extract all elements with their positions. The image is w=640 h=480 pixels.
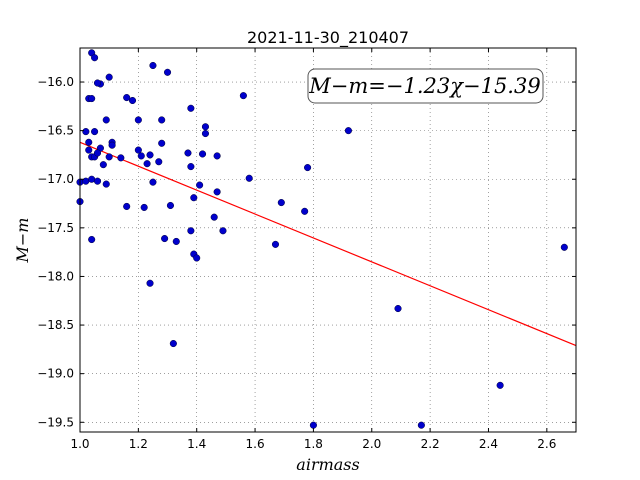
y-tick-label: −18.0 <box>37 269 74 283</box>
data-point <box>105 153 113 161</box>
data-point <box>105 73 113 81</box>
data-point <box>108 141 116 149</box>
data-point <box>166 201 174 210</box>
x-tick-label: 2.2 <box>421 437 440 451</box>
data-point <box>394 304 402 313</box>
data-point <box>184 149 192 157</box>
data-point <box>140 203 148 211</box>
data-point <box>123 94 131 102</box>
data-point <box>496 381 504 389</box>
data-point <box>560 243 568 251</box>
x-tick-label: 2.4 <box>479 437 498 451</box>
data-point <box>158 116 166 124</box>
data-point <box>201 129 210 138</box>
data-points <box>76 49 568 429</box>
data-point <box>102 180 110 188</box>
data-point <box>187 163 195 171</box>
y-axis-label: M−m <box>13 218 32 264</box>
x-tick-label: 2.0 <box>362 437 381 451</box>
data-point <box>190 194 198 202</box>
data-point <box>271 240 280 248</box>
data-point <box>91 128 99 136</box>
data-point <box>91 54 99 62</box>
data-point <box>149 178 157 186</box>
data-point <box>417 421 425 429</box>
data-point <box>163 68 172 76</box>
data-point <box>93 79 102 87</box>
fit-equation: M−m=−1.23χ−15.39 <box>308 74 540 98</box>
y-tick-label: −18.5 <box>37 318 74 332</box>
data-point <box>85 138 93 146</box>
data-point <box>88 235 96 244</box>
equation-box: M−m=−1.23χ−15.39 <box>307 68 544 104</box>
data-point <box>88 95 96 103</box>
data-point <box>277 199 285 207</box>
data-point <box>146 151 154 159</box>
data-point <box>201 123 210 131</box>
data-point <box>128 96 137 105</box>
data-point <box>137 152 145 160</box>
data-point <box>309 421 317 429</box>
data-point <box>82 128 90 136</box>
y-tick-label: −19.5 <box>37 415 74 429</box>
data-point <box>172 237 180 246</box>
plot-area <box>80 48 576 432</box>
y-tick-label: −19.0 <box>37 367 74 381</box>
data-point <box>210 213 218 221</box>
data-point <box>245 174 253 182</box>
data-point <box>93 177 102 185</box>
data-point <box>213 152 221 160</box>
x-tick-label: 1.2 <box>129 437 148 451</box>
x-tick-label: 1.6 <box>246 437 265 451</box>
data-point <box>85 146 93 154</box>
y-tick-label: −16.5 <box>37 124 74 138</box>
chart-title: 2021-11-30_210407 <box>247 28 409 48</box>
y-tick-label: −17.0 <box>37 172 74 186</box>
data-point <box>169 339 177 348</box>
data-point <box>146 279 154 287</box>
data-point <box>134 146 142 154</box>
fit-line-group <box>79 141 577 347</box>
x-axis-label: airmass <box>296 455 359 474</box>
data-point <box>187 227 195 235</box>
data-point <box>239 92 247 100</box>
x-tick-label: 1.0 <box>70 437 89 451</box>
data-point <box>161 234 169 243</box>
x-tick-label: 1.4 <box>187 437 206 451</box>
data-point <box>196 181 204 189</box>
grid-lines <box>79 48 576 432</box>
data-point <box>123 202 131 211</box>
data-point <box>158 139 166 147</box>
x-tick-label: 2.6 <box>537 437 556 451</box>
plot-frame <box>79 47 577 433</box>
data-point <box>213 188 221 196</box>
x-tick-label: 1.8 <box>304 437 323 451</box>
data-point <box>93 149 102 157</box>
data-point <box>187 104 195 112</box>
y-tick-label: −17.5 <box>37 221 74 235</box>
data-point <box>301 207 309 215</box>
data-point <box>344 127 352 135</box>
data-point <box>155 158 163 166</box>
data-point <box>149 61 157 70</box>
data-point <box>193 254 201 262</box>
data-point <box>99 161 107 169</box>
data-point <box>198 150 207 158</box>
axis-ticks: 1.0 1.2 1.4 1.6 1.8 2.0 2.2 2.4 2.6 −16.0 −16.5 −17… <box>37 48 576 451</box>
fit-line <box>79 141 577 347</box>
data-point <box>304 164 312 172</box>
data-point <box>117 154 125 162</box>
data-point <box>219 227 227 235</box>
equation-box-frame <box>307 68 544 104</box>
y-tick-label: −16.0 <box>37 75 74 89</box>
data-point <box>102 116 110 124</box>
data-point <box>134 116 142 124</box>
data-point <box>143 160 151 168</box>
